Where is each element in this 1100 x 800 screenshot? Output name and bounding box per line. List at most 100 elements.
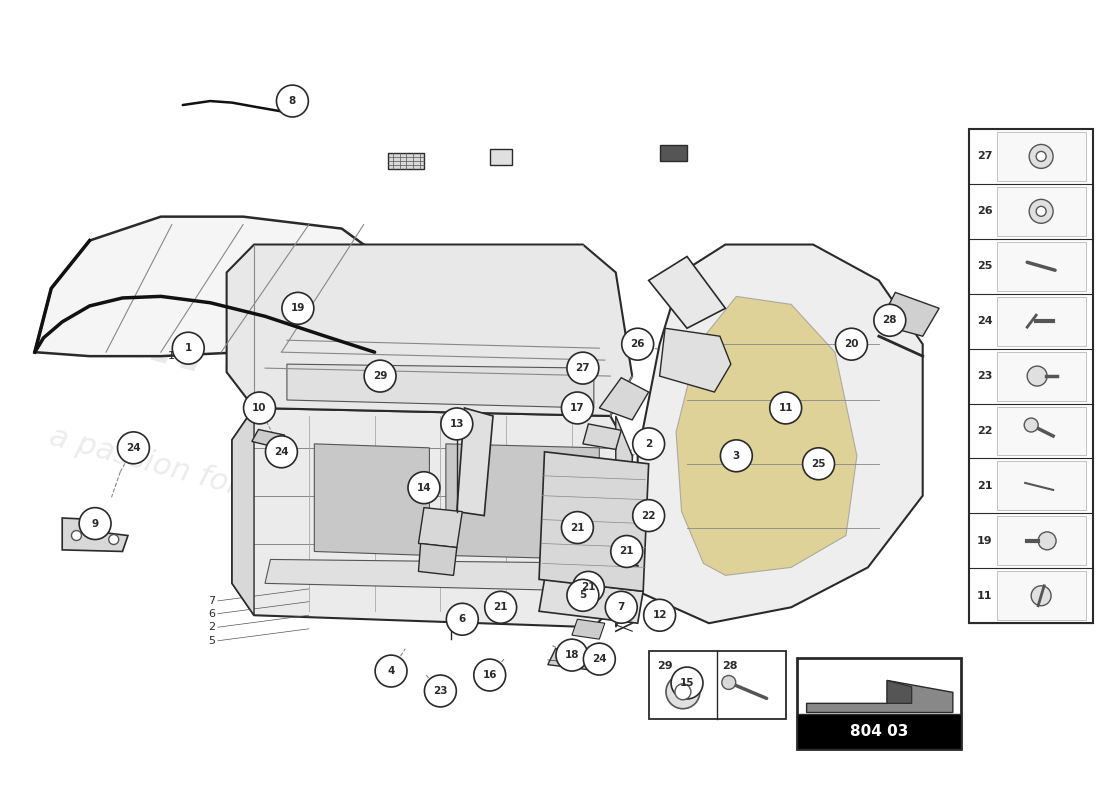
Text: 24: 24 bbox=[592, 654, 606, 664]
Bar bbox=[649, 651, 785, 719]
Text: 16: 16 bbox=[483, 670, 497, 680]
Polygon shape bbox=[446, 444, 600, 559]
Circle shape bbox=[1030, 199, 1053, 223]
Circle shape bbox=[632, 500, 664, 531]
Text: 24: 24 bbox=[126, 443, 141, 453]
Polygon shape bbox=[539, 579, 644, 623]
Text: 22: 22 bbox=[977, 426, 992, 436]
Bar bbox=[997, 571, 1086, 620]
Circle shape bbox=[720, 440, 752, 472]
Circle shape bbox=[375, 655, 407, 687]
Bar bbox=[969, 129, 1092, 623]
Text: a passion for parts since 1985: a passion for parts since 1985 bbox=[46, 422, 498, 570]
Polygon shape bbox=[638, 245, 923, 623]
Text: 18: 18 bbox=[564, 650, 580, 660]
Circle shape bbox=[561, 512, 593, 543]
Circle shape bbox=[118, 432, 150, 464]
Text: 7: 7 bbox=[209, 596, 216, 606]
Circle shape bbox=[621, 328, 653, 360]
Polygon shape bbox=[35, 217, 375, 356]
Circle shape bbox=[447, 603, 478, 635]
Text: 7: 7 bbox=[617, 602, 625, 612]
Text: 19: 19 bbox=[290, 303, 305, 314]
Circle shape bbox=[566, 579, 598, 611]
Polygon shape bbox=[879, 292, 939, 336]
Text: 24: 24 bbox=[977, 316, 992, 326]
Polygon shape bbox=[660, 328, 730, 392]
Text: 24: 24 bbox=[274, 447, 288, 457]
Circle shape bbox=[583, 643, 615, 675]
Polygon shape bbox=[388, 153, 424, 169]
Text: 2: 2 bbox=[209, 622, 216, 632]
Bar bbox=[997, 406, 1086, 455]
Circle shape bbox=[282, 292, 314, 324]
Text: 29: 29 bbox=[657, 661, 672, 671]
Text: 25: 25 bbox=[812, 458, 826, 469]
Circle shape bbox=[1027, 366, 1047, 386]
Text: 21: 21 bbox=[581, 582, 595, 592]
Polygon shape bbox=[418, 508, 462, 547]
Circle shape bbox=[556, 639, 587, 671]
Circle shape bbox=[79, 508, 111, 539]
Polygon shape bbox=[676, 296, 857, 575]
Polygon shape bbox=[616, 416, 632, 627]
Bar bbox=[997, 516, 1086, 566]
Polygon shape bbox=[265, 559, 627, 591]
Text: 9: 9 bbox=[91, 518, 99, 529]
Polygon shape bbox=[232, 408, 254, 615]
Bar bbox=[997, 462, 1086, 510]
Polygon shape bbox=[315, 444, 429, 555]
Circle shape bbox=[485, 591, 517, 623]
Circle shape bbox=[836, 328, 868, 360]
Circle shape bbox=[605, 591, 637, 623]
Circle shape bbox=[173, 332, 205, 364]
Circle shape bbox=[276, 85, 308, 117]
Text: 28: 28 bbox=[882, 315, 898, 326]
Text: 21: 21 bbox=[619, 546, 634, 557]
Text: 17: 17 bbox=[570, 403, 585, 413]
Text: 2: 2 bbox=[645, 439, 652, 449]
Text: 23: 23 bbox=[433, 686, 448, 696]
Text: 1: 1 bbox=[185, 343, 191, 353]
Circle shape bbox=[1036, 151, 1046, 162]
Circle shape bbox=[1030, 145, 1053, 168]
Circle shape bbox=[1024, 418, 1038, 432]
Circle shape bbox=[644, 599, 675, 631]
Text: 10: 10 bbox=[252, 403, 267, 413]
Polygon shape bbox=[539, 452, 649, 591]
Circle shape bbox=[72, 530, 81, 541]
Circle shape bbox=[243, 392, 275, 424]
Polygon shape bbox=[418, 543, 456, 575]
Text: eurospares: eurospares bbox=[57, 274, 604, 494]
Polygon shape bbox=[649, 257, 725, 328]
Bar bbox=[997, 187, 1086, 236]
Text: 4: 4 bbox=[387, 666, 395, 676]
Text: 12: 12 bbox=[652, 610, 667, 620]
Circle shape bbox=[441, 408, 473, 440]
Circle shape bbox=[408, 472, 440, 504]
Polygon shape bbox=[456, 408, 493, 515]
Polygon shape bbox=[600, 378, 649, 420]
Text: 26: 26 bbox=[977, 206, 992, 216]
Circle shape bbox=[561, 392, 593, 424]
Text: 25: 25 bbox=[977, 262, 992, 271]
Text: 28: 28 bbox=[723, 661, 738, 671]
Text: 6: 6 bbox=[209, 609, 216, 618]
Circle shape bbox=[109, 534, 119, 545]
Text: 19: 19 bbox=[977, 536, 992, 546]
Text: 22: 22 bbox=[641, 510, 656, 521]
Text: 27: 27 bbox=[977, 151, 992, 162]
Polygon shape bbox=[252, 430, 285, 448]
Text: 21: 21 bbox=[977, 481, 992, 491]
Polygon shape bbox=[583, 424, 621, 450]
Text: 5: 5 bbox=[580, 590, 586, 600]
Polygon shape bbox=[232, 408, 632, 627]
Circle shape bbox=[364, 360, 396, 392]
Bar bbox=[997, 242, 1086, 290]
Text: 29: 29 bbox=[373, 371, 387, 381]
Polygon shape bbox=[227, 245, 632, 416]
Text: 1: 1 bbox=[168, 351, 175, 361]
Circle shape bbox=[474, 659, 506, 691]
Bar bbox=[796, 658, 961, 749]
Circle shape bbox=[666, 675, 700, 709]
